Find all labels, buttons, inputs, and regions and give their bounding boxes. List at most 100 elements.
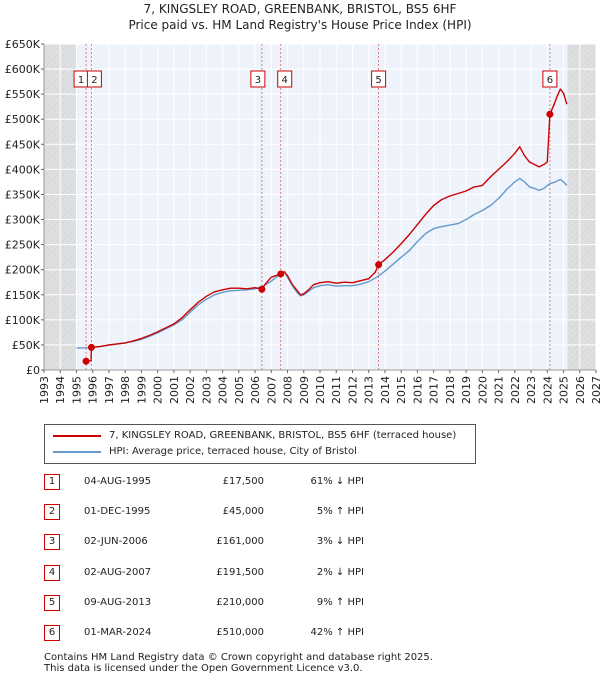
y-tick-label: £450K (5, 138, 41, 151)
transaction-price: £161,000 (216, 536, 264, 547)
price-chart: 1 2 3 4 5 6 £0 £50K £100K £150K £200K £250K £300K £35… (5, 38, 600, 404)
y-tick-label: £200K (5, 264, 41, 277)
x-tick-label: 2015 (395, 376, 408, 404)
transaction-point (546, 110, 554, 118)
hatch-line (44, 287, 77, 321)
hatch-line (567, 291, 597, 321)
x-tick-label: 2006 (249, 376, 262, 404)
hatch-line (44, 89, 77, 123)
x-tick-label: 2009 (298, 376, 311, 404)
transaction-label: 6 (547, 75, 553, 86)
hatch-line (44, 83, 77, 117)
x-tick-label: 2024 (541, 376, 554, 404)
hatch-line (567, 75, 597, 105)
transaction-label-box (371, 70, 387, 88)
transaction-number: 5 (44, 595, 60, 611)
x-tick-label: 2025 (558, 376, 571, 404)
y-tick-label: £250K (5, 239, 41, 252)
table-row: 3 02-JUN-2006 £161,000 3% ↓ HPI (44, 534, 444, 550)
x-tick-label: 2019 (460, 376, 473, 404)
x-tick-label: 2013 (363, 376, 376, 404)
legend: 7, KINGSLEY ROAD, GREENBANK, BRISTOL, BS… (44, 424, 476, 464)
transaction-price: £17,500 (222, 476, 264, 487)
x-tick-label: 2011 (330, 376, 343, 404)
x-tick-label: 1998 (119, 376, 132, 404)
hatch-line (44, 197, 77, 231)
hatch-line (44, 305, 77, 339)
hatch-line (567, 303, 597, 333)
y-tick-label: £600K (5, 63, 41, 76)
hatch-line (44, 71, 77, 105)
transaction-price: £45,000 (222, 506, 264, 517)
footer-license: This data is licensed under the Open Gov… (44, 663, 363, 674)
y-tick-label: £150K (5, 289, 41, 302)
transaction-date: 01-DEC-1995 (84, 506, 151, 517)
x-tick-label: 1995 (70, 376, 83, 404)
hatch-line (567, 297, 597, 327)
transaction-date: 02-AUG-2007 (84, 567, 152, 578)
transaction-hpi: 61% ↓ HPI (310, 476, 364, 487)
legend-swatch-hpi (53, 451, 101, 453)
x-tick-label: 1994 (54, 376, 67, 404)
hatch-line (44, 203, 77, 237)
hatch-line (567, 309, 597, 339)
transaction-number: 1 (44, 474, 60, 490)
shaded-period (567, 44, 596, 370)
x-tick-label: 2017 (428, 376, 441, 404)
x-tick-label: 2021 (493, 376, 506, 404)
x-tick-label: 2004 (217, 376, 230, 404)
y-tick-label: £500K (5, 113, 41, 126)
transaction-label-box (277, 70, 293, 88)
transaction-hpi: 42% ↑ HPI (310, 627, 364, 638)
x-tick-label: 2003 (200, 376, 213, 404)
hatch-line (567, 183, 597, 213)
x-tick-label: 2007 (265, 376, 278, 404)
transaction-label-box (542, 70, 558, 88)
transaction-date: 01-MAR-2024 (84, 627, 152, 638)
x-tick-label: 2008 (282, 376, 295, 404)
y-tick-label: £400K (5, 163, 41, 176)
hatch-line (44, 185, 77, 219)
y-tick-label: £550K (5, 88, 41, 101)
x-tick-label: 2022 (509, 376, 522, 404)
transaction-price: £210,000 (216, 597, 264, 608)
x-tick-label: 2002 (184, 376, 197, 404)
transaction-number: 2 (44, 504, 60, 520)
hpi-line (76, 177, 568, 349)
hatch-line (44, 95, 77, 129)
x-tick-label: 2000 (152, 376, 165, 404)
table-row: 6 01-MAR-2024 £510,000 42% ↑ HPI (44, 625, 444, 641)
transaction-label: 2 (91, 75, 97, 86)
transaction-date: 02-JUN-2006 (84, 536, 148, 547)
transaction-point (258, 285, 266, 293)
chart-title: 7, KINGSLEY ROAD, GREENBANK, BRISTOL, BS… (143, 2, 457, 16)
transaction-point (87, 343, 95, 351)
transaction-label: 5 (375, 75, 381, 86)
transaction-date: 04-AUG-1995 (84, 476, 152, 487)
hatch-line (44, 293, 77, 327)
legend-swatch-property (53, 435, 101, 437)
transaction-label-box (250, 70, 266, 88)
transaction-date: 09-AUG-2013 (84, 597, 152, 608)
property-price-line (85, 88, 568, 362)
x-tick-label: 2001 (168, 376, 181, 404)
x-tick-label: 1997 (103, 376, 116, 404)
y-tick-label: £0 (26, 364, 40, 377)
table-row: 4 02-AUG-2007 £191,500 2% ↓ HPI (44, 565, 444, 581)
transaction-label: 1 (78, 75, 84, 86)
hatch-line (567, 201, 597, 231)
hatch-line (44, 179, 77, 213)
legend-label-property: 7, KINGSLEY ROAD, GREENBANK, BRISTOL, BS… (109, 430, 457, 441)
table-row: 1 04-AUG-1995 £17,500 61% ↓ HPI (44, 474, 444, 490)
y-tick-label: £50K (12, 339, 41, 352)
hatch-line (567, 87, 597, 117)
x-tick-label: 1993 (38, 376, 51, 404)
hatch-line (44, 191, 77, 225)
hatch-line (567, 93, 597, 123)
transaction-number: 4 (44, 565, 60, 581)
hatch-line (44, 77, 77, 111)
x-tick-label: 2005 (233, 376, 246, 404)
x-tick-label: 1996 (87, 376, 100, 404)
y-tick-label: £350K (5, 188, 41, 201)
chart-subtitle: Price paid vs. HM Land Registry's House … (128, 18, 472, 32)
